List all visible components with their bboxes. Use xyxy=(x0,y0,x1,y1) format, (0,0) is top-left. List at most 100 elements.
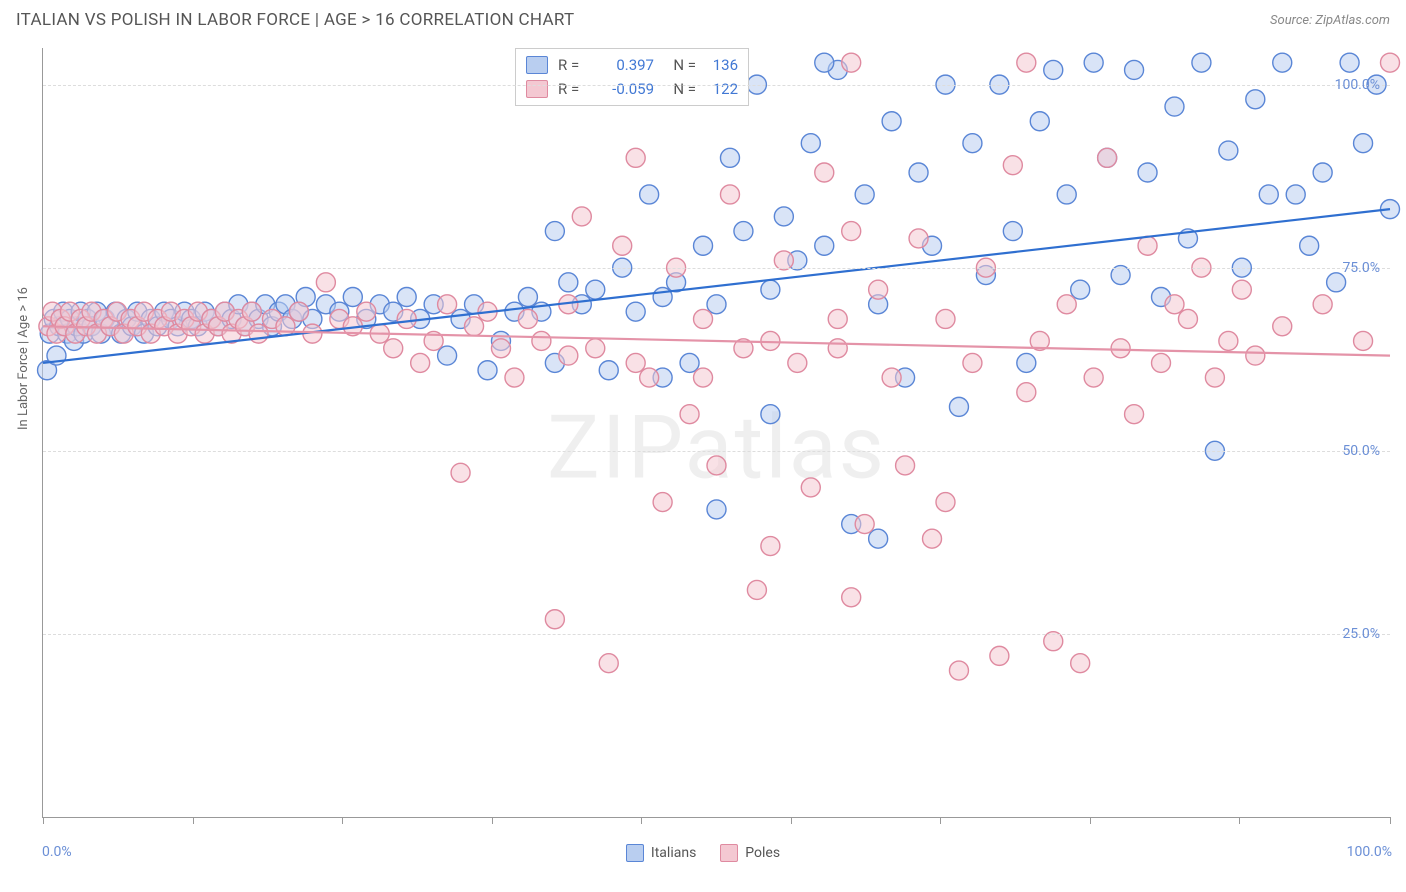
scatter-point xyxy=(1165,97,1184,116)
legend-item-italians: Italians xyxy=(626,844,696,862)
scatter-point xyxy=(694,236,713,255)
scatter-point xyxy=(242,302,261,321)
scatter-point xyxy=(720,148,739,167)
scatter-point xyxy=(559,273,578,292)
x-tick xyxy=(940,817,941,824)
x-tick xyxy=(1239,817,1240,824)
scatter-point xyxy=(1327,273,1346,292)
legend-correlation-box: R = 0.397 N = 136 R = -0.059 N = 122 xyxy=(515,48,749,106)
scatter-point xyxy=(653,493,672,512)
scatter-point xyxy=(478,361,497,380)
x-tick xyxy=(1090,817,1091,824)
y-tick-label: 100.0% xyxy=(1335,77,1390,93)
scatter-point xyxy=(1165,295,1184,314)
scatter-point xyxy=(1017,383,1036,402)
scatter-point xyxy=(1219,331,1238,350)
scatter-point xyxy=(707,500,726,519)
scatter-point xyxy=(774,207,793,226)
scatter-point xyxy=(545,222,564,241)
scatter-point xyxy=(518,288,537,307)
scatter-point xyxy=(1152,353,1171,372)
scatter-point xyxy=(1125,405,1144,424)
scatter-point xyxy=(586,280,605,299)
scatter-point xyxy=(1003,156,1022,175)
scatter-point xyxy=(949,661,968,680)
scatter-point xyxy=(411,353,430,372)
legend-label: Italians xyxy=(651,845,696,861)
scatter-point xyxy=(963,134,982,153)
scatter-point xyxy=(1273,53,1292,72)
gridline xyxy=(43,451,1390,452)
scatter-point xyxy=(680,405,699,424)
legend-label: Poles xyxy=(745,845,780,861)
y-tick-label: 50.0% xyxy=(1342,443,1390,459)
x-tick xyxy=(43,817,44,824)
chart-title: ITALIAN VS POLISH IN LABOR FORCE | AGE >… xyxy=(16,10,574,30)
scatter-point xyxy=(720,185,739,204)
scatter-point xyxy=(1057,185,1076,204)
r-label: R = xyxy=(558,80,588,98)
n-value: 136 xyxy=(702,56,738,74)
source-label: Source: ZipAtlas.com xyxy=(1270,13,1390,28)
scatter-point xyxy=(1219,141,1238,160)
scatter-point xyxy=(801,134,820,153)
scatter-point xyxy=(909,163,928,182)
scatter-point xyxy=(586,339,605,358)
scatter-point xyxy=(949,397,968,416)
scatter-point xyxy=(1111,339,1130,358)
n-value: 122 xyxy=(702,80,738,98)
scatter-point xyxy=(626,302,645,321)
scatter-point xyxy=(1098,148,1117,167)
scatter-point xyxy=(1057,295,1076,314)
r-value: -0.059 xyxy=(594,80,654,98)
gridline xyxy=(43,85,1390,86)
scatter-point xyxy=(438,346,457,365)
x-tick xyxy=(193,817,194,824)
scatter-point xyxy=(559,346,578,365)
scatter-point xyxy=(599,361,618,380)
scatter-point xyxy=(761,405,780,424)
x-tick xyxy=(791,817,792,824)
scatter-point xyxy=(896,456,915,475)
n-label: N = xyxy=(660,80,696,98)
scatter-point xyxy=(815,236,834,255)
scatter-point xyxy=(289,302,308,321)
scatter-point xyxy=(828,339,847,358)
scatter-point xyxy=(1232,280,1251,299)
scatter-point xyxy=(1084,53,1103,72)
y-axis-title: In Labor Force | Age > 16 xyxy=(16,287,31,430)
scatter-point xyxy=(465,317,484,336)
swatch-icon xyxy=(626,844,644,862)
scatter-point xyxy=(357,302,376,321)
scatter-point xyxy=(788,353,807,372)
scatter-point xyxy=(828,309,847,328)
chart-plot-area: ZIPatlas R = 0.397 N = 136 R = -0.059 N … xyxy=(42,48,1390,818)
swatch-icon xyxy=(526,80,548,98)
scatter-point xyxy=(694,309,713,328)
scatter-point xyxy=(1205,368,1224,387)
scatter-point xyxy=(707,295,726,314)
scatter-point xyxy=(963,353,982,372)
scatter-point xyxy=(923,529,942,548)
gridline xyxy=(43,268,1390,269)
scatter-point xyxy=(626,353,645,372)
scatter-point xyxy=(707,456,726,475)
scatter-point xyxy=(505,368,524,387)
scatter-point xyxy=(936,493,955,512)
scatter-point xyxy=(747,580,766,599)
scatter-point xyxy=(1313,295,1332,314)
scatter-point xyxy=(276,317,295,336)
scatter-point xyxy=(1273,317,1292,336)
scatter-point xyxy=(734,222,753,241)
scatter-point xyxy=(1030,112,1049,131)
scatter-point xyxy=(1340,53,1359,72)
scatter-point xyxy=(249,324,268,343)
scatter-point xyxy=(1071,280,1090,299)
scatter-point xyxy=(1192,53,1211,72)
scatter-point xyxy=(869,529,888,548)
scatter-point xyxy=(451,463,470,482)
scatter-point xyxy=(1259,185,1278,204)
scatter-point xyxy=(1138,236,1157,255)
n-label: N = xyxy=(660,56,696,74)
y-tick-label: 25.0% xyxy=(1342,626,1390,642)
